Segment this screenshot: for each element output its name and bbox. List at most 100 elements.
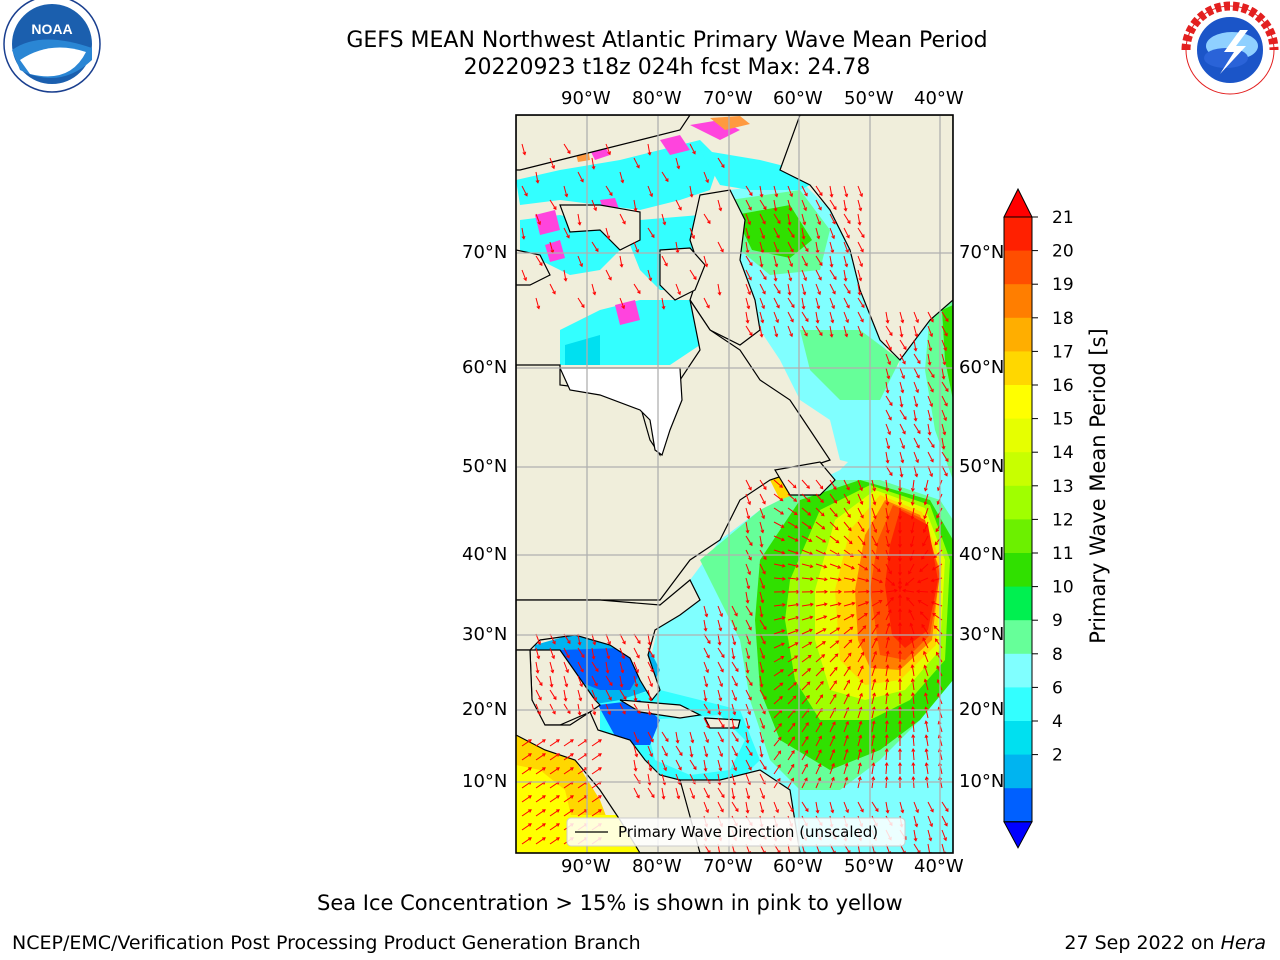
wave-arrow (857, 479, 863, 491)
wave-arrow (633, 703, 641, 714)
wave-arrow (885, 311, 889, 323)
wave-arrow-head (944, 332, 948, 337)
wave-arrow-head (746, 585, 751, 590)
wave-arrow-head (831, 305, 835, 310)
wave-arrow-head (633, 767, 638, 772)
wave-arrow-head (933, 625, 938, 630)
wave-arrow (773, 283, 781, 294)
wave-arrow-head (860, 665, 864, 670)
wave-arrow-head (761, 515, 765, 520)
wave-arrow (577, 795, 588, 803)
wave-arrow-head (793, 498, 798, 502)
wave-arrow-head (735, 668, 739, 673)
wave-arrow (787, 655, 798, 663)
wave-arrow (843, 325, 848, 337)
wave-arrow-head (759, 753, 764, 758)
wave-arrow-head (898, 719, 902, 724)
colorbar-tick-label: 6 (1052, 678, 1063, 698)
wave-arrow (801, 325, 808, 337)
wave-arrow-head (747, 221, 751, 226)
wave-arrow (563, 227, 570, 239)
wave-arrow-head (780, 642, 785, 647)
wave-arrow (815, 777, 821, 789)
wave-arrow (857, 213, 861, 225)
wave-arrow (925, 749, 929, 761)
wave-arrow (591, 795, 602, 803)
wave-arrow (857, 721, 862, 733)
wave-arrow-head (649, 683, 653, 688)
wave-arrow-head (886, 445, 891, 450)
wave-arrow (871, 735, 875, 747)
colorbar-tick-label: 10 (1052, 578, 1074, 598)
wave-arrow-head (774, 333, 779, 338)
wave-arrow (857, 801, 864, 813)
wave-arrow (563, 753, 574, 761)
wave-arrow (731, 647, 735, 659)
wave-arrow-head (749, 752, 753, 757)
wave-arrow (773, 669, 784, 677)
wave-arrow-head (815, 809, 820, 814)
wave-arrow (920, 611, 929, 621)
wave-arrow-head (877, 568, 881, 573)
wave-arrow-head (915, 809, 919, 814)
wave-arrow-head (822, 628, 827, 632)
wave-arrow-head (777, 750, 782, 755)
wave-arrow (703, 745, 708, 757)
colorbar-segment (1004, 452, 1032, 487)
wave-arrow (745, 801, 749, 813)
wave-arrow-head (761, 585, 765, 590)
wave-arrow-head (528, 823, 532, 827)
wave-arrow-head (910, 487, 915, 492)
wave-arrow (927, 451, 934, 463)
wave-arrow-head (718, 767, 723, 772)
wave-arrow (801, 695, 810, 705)
wave-arrow-head (542, 823, 546, 827)
wave-arrow-head (943, 417, 947, 422)
wave-arrow-head (845, 809, 849, 814)
wave-arrow (773, 507, 784, 515)
wave-arrow-head (556, 823, 560, 827)
wave-arrow-head (875, 555, 879, 560)
wave-arrow (857, 283, 861, 295)
wave-arrow-head (819, 694, 824, 699)
wave-arrow (745, 325, 753, 336)
wave-arrow (549, 795, 560, 803)
wave-arrow-head (706, 724, 710, 729)
wave-arrow-head (704, 263, 709, 268)
wave-arrow-head (872, 501, 877, 506)
wave-arrow (857, 227, 865, 238)
legend-label: Primary Wave Direction (unscaled) (618, 823, 878, 841)
wave-arrow-head (823, 615, 828, 619)
wave-arrow (731, 759, 737, 771)
wave-arrow-head (719, 613, 723, 618)
wave-arrow (885, 637, 890, 649)
wave-arrow-head (719, 753, 723, 758)
wave-arrow (815, 185, 823, 196)
lat-label-right-30n: 30°N (959, 624, 1005, 645)
wave-arrow-head (845, 734, 849, 739)
wave-arrow (759, 479, 767, 490)
wave-arrow (563, 675, 568, 687)
wave-arrow (675, 199, 682, 211)
wave-arrow (912, 762, 915, 775)
wave-arrow (885, 623, 890, 635)
wave-arrow (815, 493, 824, 503)
wave-arrow-head (636, 794, 640, 799)
wave-arrow (885, 423, 891, 435)
wave-arrow (899, 381, 904, 393)
wave-arrow (843, 777, 848, 789)
wave-arrow (903, 589, 915, 593)
wave-arrow-head (911, 706, 915, 711)
wave-arrow-head (885, 515, 890, 520)
wave-arrow (619, 255, 623, 267)
wave-arrow (759, 759, 767, 770)
wave-arrow-head (794, 642, 799, 646)
wave-arrow-head (929, 333, 933, 338)
wave-arrow (871, 577, 883, 583)
wave-arrow (871, 721, 875, 733)
wave-arrow-head (829, 333, 834, 338)
wave-arrow (773, 185, 778, 197)
wave-arrow-head (844, 748, 849, 753)
wave-arrow (591, 199, 597, 211)
wave-arrow (924, 493, 929, 505)
